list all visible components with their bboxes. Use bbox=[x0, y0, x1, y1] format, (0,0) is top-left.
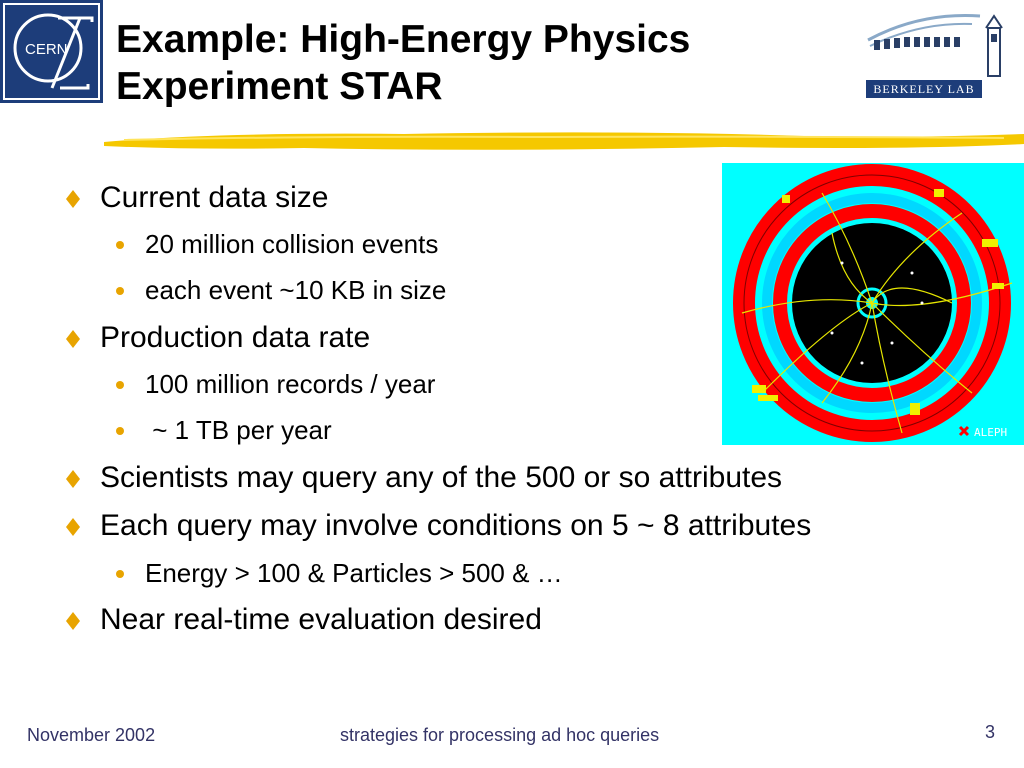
sub-bullet-text: ~ 1 TB per year bbox=[145, 415, 332, 445]
dot-bullet-icon bbox=[116, 381, 124, 389]
slide-title-line-1: Example: High-Energy Physics bbox=[116, 18, 691, 61]
dot-bullet-icon bbox=[116, 570, 124, 578]
diamond-bullet-icon bbox=[66, 518, 80, 536]
diamond-bullet-icon bbox=[66, 612, 80, 630]
bullet-text: Near real-time evaluation desired bbox=[100, 603, 542, 636]
sub-bullet-text: 100 million records / year bbox=[145, 369, 436, 399]
bullet-text: Scientists may query any of the 500 or s… bbox=[100, 461, 783, 494]
sub-bullet-text: Energy > 100 & Particles > 500 & … bbox=[145, 558, 563, 588]
aleph-label: ALEPH bbox=[974, 426, 1007, 439]
dot-bullet-icon bbox=[116, 287, 124, 295]
diamond-bullet-icon bbox=[66, 190, 80, 208]
dot-bullet-icon bbox=[116, 427, 124, 435]
slide-title: Example: High-Energy Physics Experiment … bbox=[116, 16, 690, 110]
cern-logo: CERN bbox=[0, 0, 103, 103]
diamond-bullet-icon bbox=[66, 470, 80, 488]
bullet-text: Production data rate bbox=[100, 321, 371, 354]
bullet-text: Each query may involve conditions on 5 ~… bbox=[100, 509, 812, 542]
footer-date: November 2002 bbox=[27, 725, 156, 745]
title-highlight-stroke bbox=[104, 120, 1024, 156]
bullet-text: Current data size bbox=[100, 181, 329, 214]
berkeley-lab-logo-text: BERKELEY LAB bbox=[873, 82, 974, 96]
berkeley-lab-logo: BERKELEY LAB bbox=[860, 2, 1024, 102]
diamond-bullet-icon bbox=[66, 330, 80, 348]
footer-presentation-title: strategies for processing ad hoc queries bbox=[340, 725, 660, 745]
sub-bullet-text: 20 million collision events bbox=[145, 229, 439, 259]
cern-logo-text: CERN bbox=[25, 41, 68, 58]
slide-title-line-2: Experiment STAR bbox=[116, 65, 443, 108]
sub-bullet-text: each event ~10 KB in size bbox=[145, 275, 447, 305]
particle-event-display-image: ALEPH bbox=[722, 163, 1024, 445]
dot-bullet-icon bbox=[116, 241, 124, 249]
slide-page-number: 3 bbox=[985, 722, 996, 742]
